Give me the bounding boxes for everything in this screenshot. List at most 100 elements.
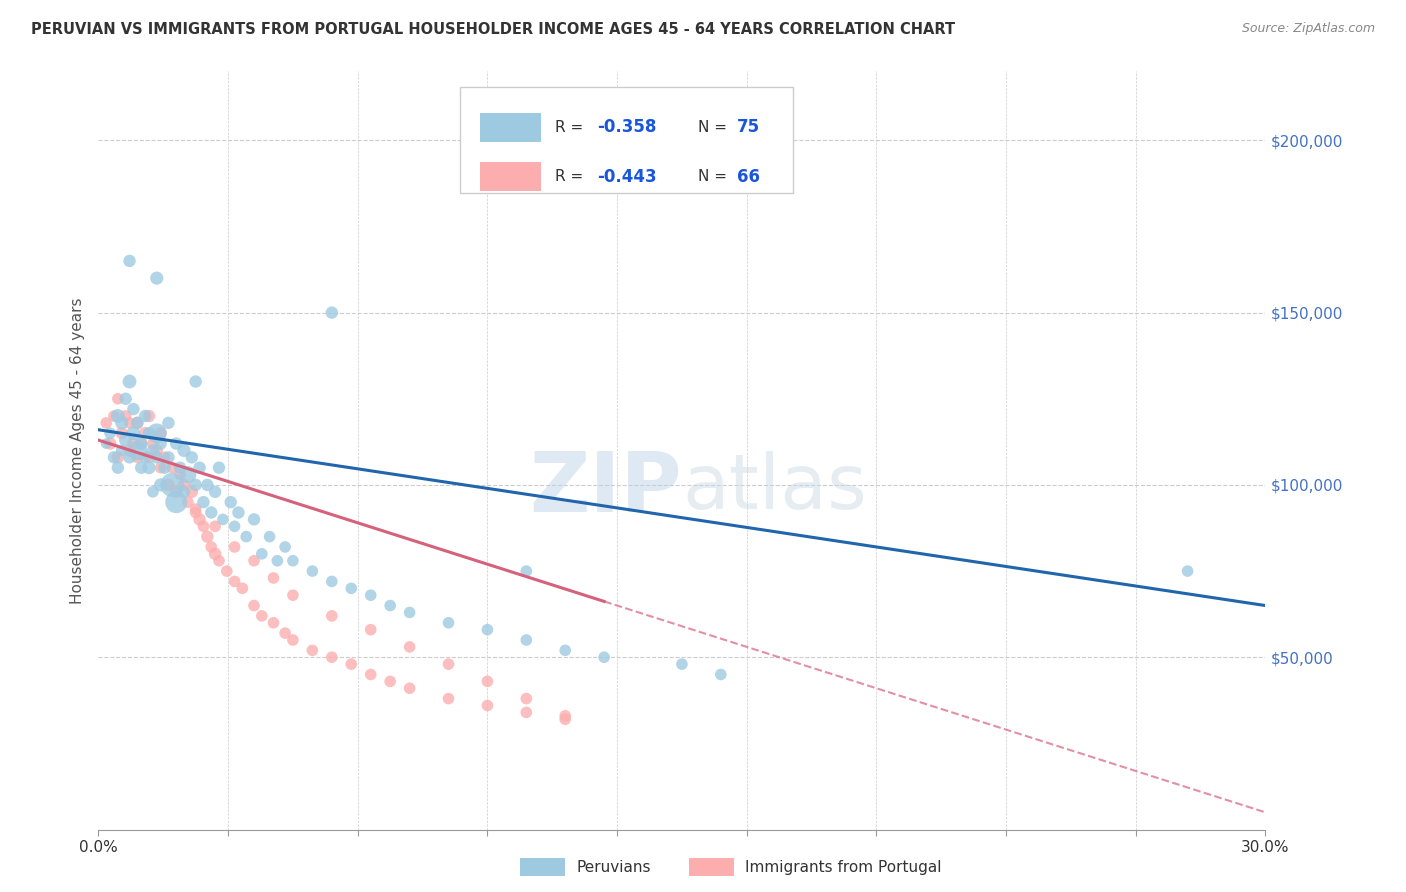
Point	[321, 650, 343, 665]
Point	[180, 484, 202, 499]
Point	[111, 443, 134, 458]
Point	[134, 450, 156, 465]
Text: Source: ZipAtlas.com: Source: ZipAtlas.com	[1241, 22, 1375, 36]
Point	[107, 392, 129, 406]
Point	[184, 506, 207, 520]
Point	[118, 443, 141, 458]
Point	[188, 460, 211, 475]
Point	[134, 426, 156, 441]
Text: 75: 75	[737, 119, 759, 136]
FancyBboxPatch shape	[479, 162, 541, 191]
Point	[146, 450, 169, 465]
Point	[477, 698, 499, 713]
Point	[103, 409, 125, 423]
Point	[118, 253, 141, 268]
Point	[200, 540, 222, 554]
Point	[129, 436, 152, 450]
Point	[96, 416, 118, 430]
Point	[212, 512, 235, 526]
FancyBboxPatch shape	[479, 113, 541, 142]
Point	[127, 416, 149, 430]
Point	[177, 467, 200, 482]
Text: Peruvians: Peruvians	[576, 860, 651, 874]
Point	[180, 450, 202, 465]
Point	[224, 574, 246, 589]
Point	[250, 608, 273, 623]
Point	[219, 495, 242, 509]
Point	[437, 615, 460, 630]
Point	[321, 574, 343, 589]
Point	[165, 436, 187, 450]
Point	[142, 484, 165, 499]
Point	[515, 564, 537, 578]
Point	[127, 416, 149, 430]
Point	[127, 450, 149, 465]
Point	[118, 450, 141, 465]
Point	[208, 460, 231, 475]
Point	[118, 375, 141, 389]
Point	[281, 588, 304, 602]
Point	[204, 547, 226, 561]
FancyBboxPatch shape	[460, 87, 793, 193]
Text: N =: N =	[699, 120, 733, 135]
Point	[281, 633, 304, 648]
Point	[274, 540, 297, 554]
Point	[188, 512, 211, 526]
Point	[184, 478, 207, 492]
Point	[360, 667, 382, 681]
Point	[118, 416, 141, 430]
Point	[111, 416, 134, 430]
Point	[157, 416, 180, 430]
Point	[149, 460, 172, 475]
Point	[138, 409, 160, 423]
Point	[380, 674, 402, 689]
Point	[321, 608, 343, 623]
Point	[114, 409, 136, 423]
Point	[193, 495, 215, 509]
Point	[710, 667, 733, 681]
Point	[122, 426, 145, 441]
Point	[554, 643, 576, 657]
Point	[321, 305, 343, 319]
Point	[515, 633, 537, 648]
Point	[146, 443, 169, 458]
Point	[184, 375, 207, 389]
Point	[195, 530, 218, 544]
Point	[162, 478, 184, 492]
Point	[477, 674, 499, 689]
Text: PERUVIAN VS IMMIGRANTS FROM PORTUGAL HOUSEHOLDER INCOME AGES 45 - 64 YEARS CORRE: PERUVIAN VS IMMIGRANTS FROM PORTUGAL HOU…	[31, 22, 955, 37]
Point	[107, 460, 129, 475]
Point	[146, 271, 169, 285]
Point	[165, 484, 187, 499]
Text: ZIP: ZIP	[530, 448, 682, 529]
Point	[153, 460, 176, 475]
Point	[281, 554, 304, 568]
Point	[204, 519, 226, 533]
Point	[98, 436, 121, 450]
Point	[134, 409, 156, 423]
Point	[149, 426, 172, 441]
Point	[243, 554, 266, 568]
Point	[231, 582, 253, 596]
Point	[149, 436, 172, 450]
Point	[228, 506, 250, 520]
Point	[208, 554, 231, 568]
Y-axis label: Householder Income Ages 45 - 64 years: Householder Income Ages 45 - 64 years	[69, 297, 84, 604]
Point	[165, 495, 187, 509]
Point	[380, 599, 402, 613]
Point	[195, 478, 218, 492]
Point	[1177, 564, 1199, 578]
Point	[173, 478, 195, 492]
Point	[398, 606, 420, 620]
Point	[243, 599, 266, 613]
Text: -0.443: -0.443	[596, 168, 657, 186]
Point	[169, 467, 191, 482]
Point	[360, 623, 382, 637]
Text: atlas: atlas	[682, 451, 866, 525]
Point	[193, 519, 215, 533]
Point	[554, 712, 576, 726]
Point	[138, 450, 160, 465]
Point	[157, 450, 180, 465]
Point	[122, 402, 145, 417]
Point	[153, 450, 176, 465]
